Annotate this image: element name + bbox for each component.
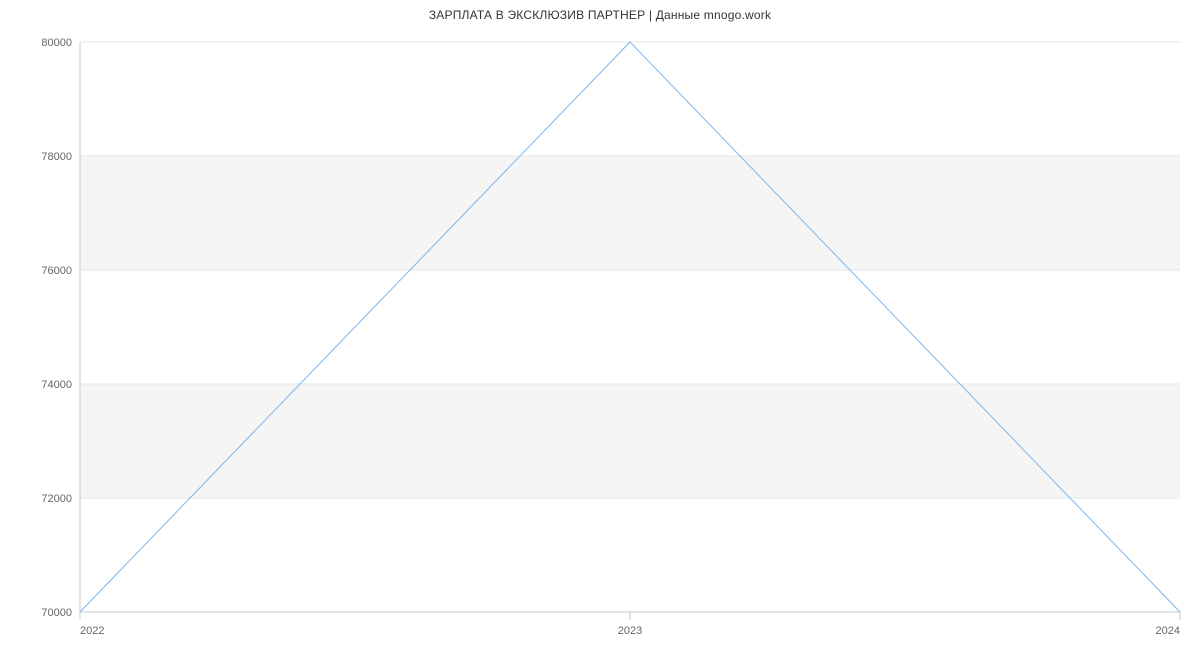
- chart-svg: 70000 72000 74000 76000 78000 80000 2022 2023 20…: [0, 22, 1200, 642]
- y-tick-label: 72000: [41, 493, 72, 505]
- y-tick-label: 70000: [41, 607, 72, 619]
- y-tick-label: 76000: [41, 265, 72, 277]
- y-tick-label: 80000: [41, 37, 72, 49]
- chart-container: ЗАРПЛАТА В ЭКСКЛЮЗИВ ПАРТНЕР | Данные mn…: [0, 0, 1200, 650]
- y-tick-label: 78000: [41, 151, 72, 163]
- y-tick-label: 74000: [41, 379, 72, 391]
- x-tick-label: 2022: [80, 625, 104, 637]
- x-tick-label: 2024: [1156, 625, 1180, 637]
- x-tick-label: 2023: [618, 625, 642, 637]
- chart-title: ЗАРПЛАТА В ЭКСКЛЮЗИВ ПАРТНЕР | Данные mn…: [0, 0, 1200, 22]
- series-line-salary: [80, 42, 1180, 612]
- grid-band: [80, 156, 1180, 270]
